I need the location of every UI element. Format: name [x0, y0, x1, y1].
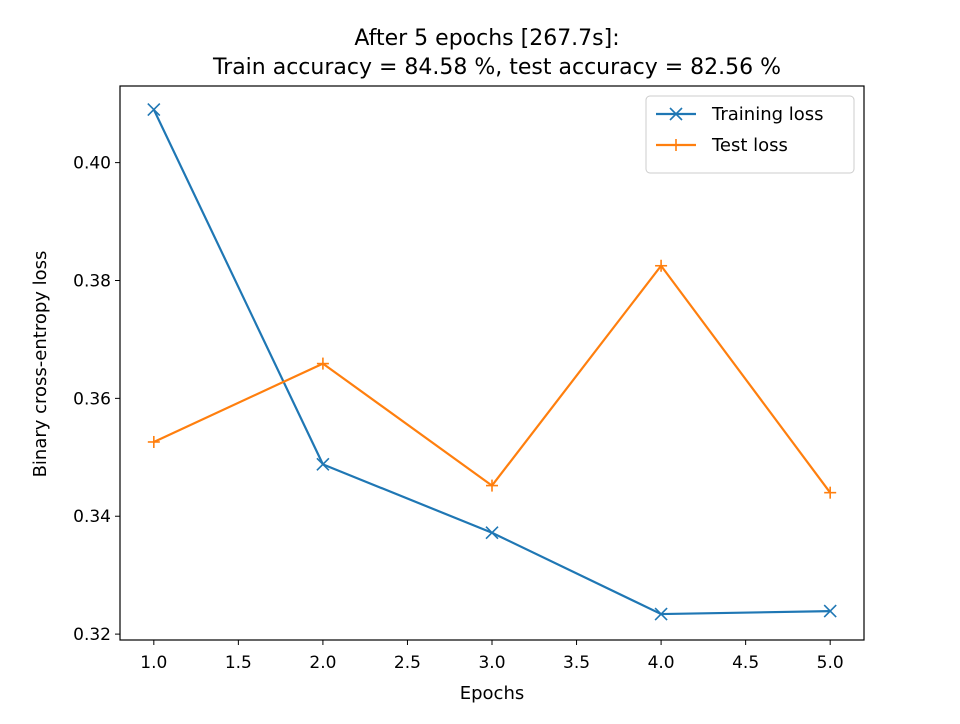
x-tick-label-1: 1.5: [225, 653, 252, 673]
series-line-1: [153, 264, 832, 494]
plot-frame: [119, 85, 865, 641]
y-tick-label-4: 0.40: [73, 154, 111, 174]
series-1-point-2: [486, 479, 498, 492]
series-1-point-1: [316, 357, 329, 370]
series-0-point-3-stroke-b: [654, 607, 668, 621]
legend-label-0: Training loss: [711, 104, 824, 125]
x-tick-label-6: 4.0: [648, 653, 675, 673]
legend-marker-0-stroke-b: [669, 107, 683, 121]
series-0-point-2-stroke-b: [485, 526, 499, 540]
y-tick-label-1: 0.34: [73, 507, 111, 527]
legend-box: [645, 95, 855, 174]
legend: Training loss Test loss: [645, 95, 855, 174]
chart-title: After 5 epochs [267.7s]:: [354, 26, 619, 51]
x-tick-label-8: 5.0: [817, 653, 844, 673]
series-0-point-4-stroke-b: [823, 604, 837, 618]
y-axis-label: Binary cross-entropy loss: [30, 251, 51, 478]
series-0-point-4: [823, 604, 837, 618]
x-tick-label-3: 2.5: [394, 653, 421, 673]
x-tick-label-2: 2.0: [309, 653, 336, 673]
x-tick-label-5: 3.5: [563, 653, 590, 673]
plot-area: 1.0 1.5 2.0 2.5 3.0 3.5 4.0 4.5 5.0 0.32 0.34 0.36 0…: [73, 85, 865, 673]
chart-subtitle: Train accuracy = 84.58 %, test accuracy …: [212, 55, 781, 80]
series-0-point-3: [654, 607, 668, 621]
series-0-point-1: [316, 457, 330, 471]
series-0-point-0-stroke-b: [147, 103, 161, 117]
series-0-point-1-stroke-b: [316, 457, 330, 471]
series-0-point-2: [485, 526, 499, 540]
x-tick-label-4: 3.0: [478, 653, 505, 673]
series-1-point-0: [147, 435, 160, 448]
legend-label-1: Test loss: [711, 135, 788, 156]
series-line-0: [152, 109, 831, 616]
y-tick-label-0: 0.32: [73, 625, 111, 645]
legend-marker-0: [669, 107, 683, 121]
y-tick-label-3: 0.38: [73, 271, 111, 291]
series-0-point-0: [147, 103, 161, 117]
series-1-point-3: [655, 259, 668, 272]
series-1-point-4: [824, 486, 837, 499]
legend-marker-1: [670, 139, 682, 151]
y-tick-label-2: 0.36: [73, 389, 111, 409]
x-tick-label-7: 4.5: [732, 653, 759, 673]
x-axis-label: Epochs: [460, 683, 525, 704]
x-tick-label-0: 1.0: [140, 653, 167, 673]
